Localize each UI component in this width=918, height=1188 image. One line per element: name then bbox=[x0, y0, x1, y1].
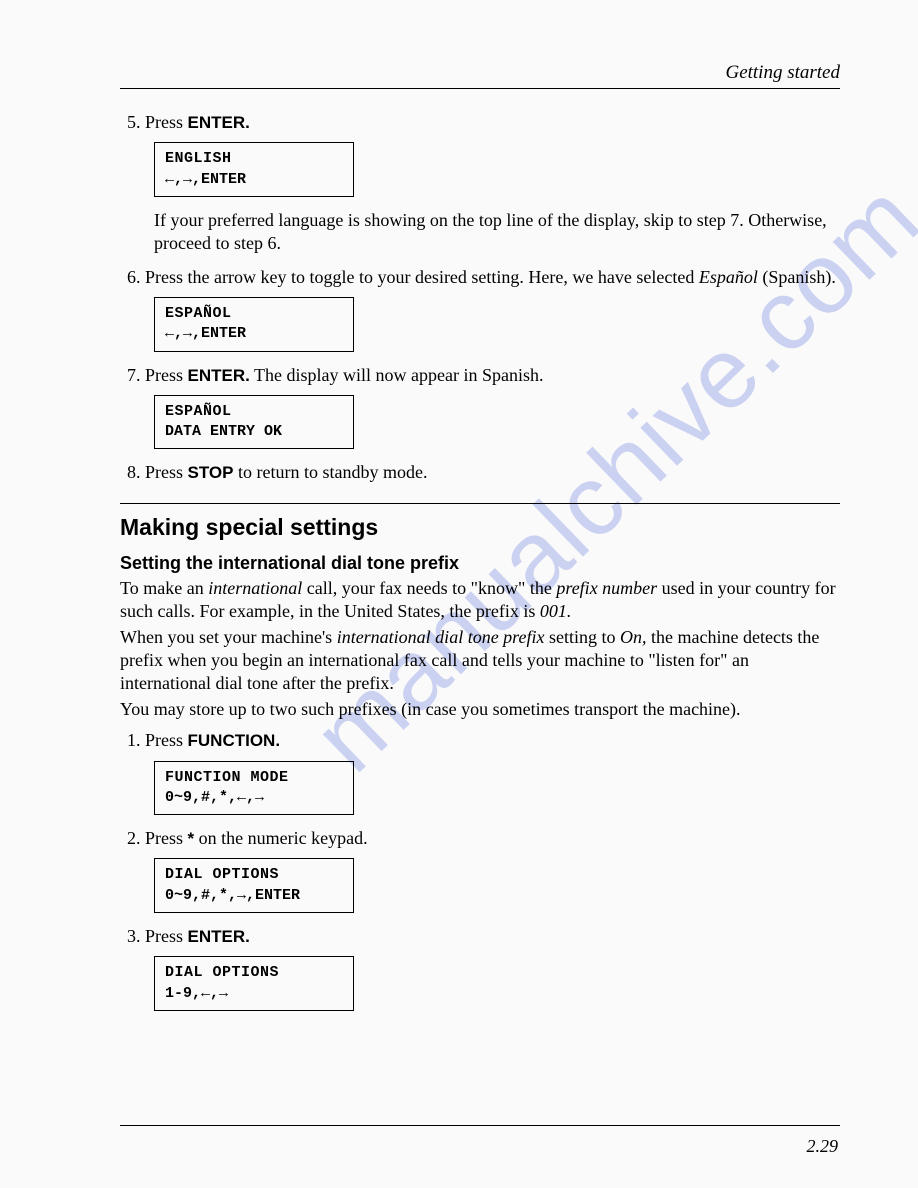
step-number: 7. bbox=[127, 365, 141, 385]
step-5-note: If your preferred language is showing on… bbox=[154, 209, 840, 256]
display-box-4: FUNCTION MODE 0~9,#,*,←,→ bbox=[154, 761, 354, 816]
italic: On, bbox=[620, 627, 647, 647]
step-7: 7. Press ENTER. The display will now app… bbox=[120, 364, 840, 387]
step-text-after: on the numeric keypad. bbox=[194, 828, 367, 848]
step-6: 6. Press the arrow key to toggle to your… bbox=[120, 266, 840, 289]
page-number: 2.29 bbox=[807, 1136, 839, 1157]
text: call, your fax needs to "know" the bbox=[302, 578, 556, 598]
step-number: 5. bbox=[127, 112, 141, 132]
subsection-heading: Setting the international dial tone pref… bbox=[120, 553, 840, 574]
step-5: 5. Press ENTER. bbox=[120, 111, 840, 134]
italic: international dial tone prefix bbox=[337, 627, 545, 647]
display-box-5: DIAL OPTIONS 0~9,#,*,→,ENTER bbox=[154, 858, 354, 913]
step-text-after: (Spanish). bbox=[758, 267, 836, 287]
step-bold: ENTER. bbox=[188, 113, 250, 132]
display-line2: 0~9,#,*,←,→ bbox=[165, 788, 343, 808]
step-text: Press bbox=[141, 365, 188, 385]
header-section-title: Getting started bbox=[120, 62, 840, 88]
text: To make an bbox=[120, 578, 208, 598]
display-line2: ←,→,ENTER bbox=[165, 324, 343, 344]
step-8: 8. Press STOP to return to standby mode. bbox=[120, 461, 840, 484]
display-box-3: ESPAÑOL DATA ENTRY OK bbox=[154, 395, 354, 450]
page-content: Getting started 5. Press ENTER. ENGLISH … bbox=[120, 62, 840, 1023]
step-text: Press bbox=[141, 112, 188, 132]
footer-rule bbox=[120, 1125, 840, 1126]
display-line1: ESPAÑOL bbox=[165, 304, 343, 324]
step-2-2: 2. Press * on the numeric keypad. bbox=[120, 827, 840, 850]
step-bold: ENTER. bbox=[188, 927, 250, 946]
step-number: 8. bbox=[127, 462, 141, 482]
step-bold: STOP bbox=[188, 463, 234, 482]
step-text-after: to return to standby mode. bbox=[234, 462, 428, 482]
paragraph-2: When you set your machine's internationa… bbox=[120, 626, 840, 696]
italic: prefix number bbox=[556, 578, 657, 598]
step-italic: Español bbox=[699, 267, 758, 287]
step-text: Press bbox=[141, 828, 188, 848]
italic: 001. bbox=[540, 601, 572, 621]
step-text: Press bbox=[141, 730, 188, 750]
italic: international bbox=[208, 578, 302, 598]
display-line1: ESPAÑOL bbox=[165, 402, 343, 422]
step-text: Press the arrow key to toggle to your de… bbox=[141, 267, 699, 287]
display-line1: DIAL OPTIONS bbox=[165, 865, 343, 885]
step-text: Press bbox=[141, 462, 188, 482]
text: setting to bbox=[545, 627, 621, 647]
display-box-1: ENGLISH ←,→,ENTER bbox=[154, 142, 354, 197]
display-line2: 1-9,←,→ bbox=[165, 984, 343, 1004]
step-text-after: The display will now appear in Spanish. bbox=[250, 365, 544, 385]
display-line1: FUNCTION MODE bbox=[165, 768, 343, 788]
step-bold: ENTER. bbox=[188, 366, 250, 385]
header-rule bbox=[120, 88, 840, 89]
section-rule bbox=[120, 503, 840, 504]
section-heading: Making special settings bbox=[120, 514, 840, 541]
step-number: 3. bbox=[127, 926, 141, 946]
step-bold: FUNCTION. bbox=[188, 731, 281, 750]
step-text: Press bbox=[141, 926, 188, 946]
step-number: 1. bbox=[127, 730, 141, 750]
display-box-6: DIAL OPTIONS 1-9,←,→ bbox=[154, 956, 354, 1011]
step-2-3: 3. Press ENTER. bbox=[120, 925, 840, 948]
step-2-1: 1. Press FUNCTION. bbox=[120, 729, 840, 752]
display-line2: ←,→,ENTER bbox=[165, 170, 343, 190]
display-line2: 0~9,#,*,→,ENTER bbox=[165, 886, 343, 906]
step-number: 6. bbox=[127, 267, 141, 287]
display-line1: DIAL OPTIONS bbox=[165, 963, 343, 983]
paragraph-3: You may store up to two such prefixes (i… bbox=[120, 698, 840, 721]
paragraph-1: To make an international call, your fax … bbox=[120, 577, 840, 624]
step-number: 2. bbox=[127, 828, 141, 848]
display-box-2: ESPAÑOL ←,→,ENTER bbox=[154, 297, 354, 352]
display-line2: DATA ENTRY OK bbox=[165, 422, 343, 442]
display-line1: ENGLISH bbox=[165, 149, 343, 169]
text: When you set your machine's bbox=[120, 627, 337, 647]
